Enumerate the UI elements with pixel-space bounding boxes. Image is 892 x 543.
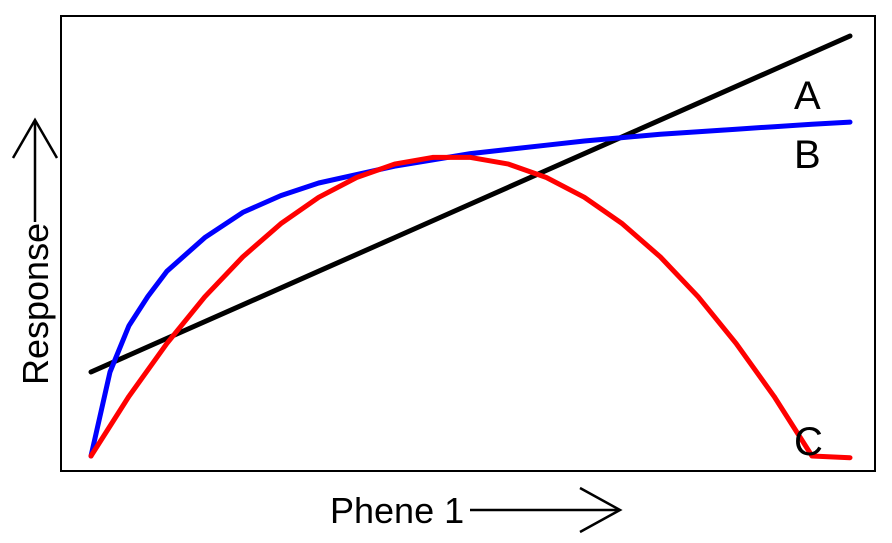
x-axis-arrow — [470, 486, 623, 534]
series-line-b — [88, 119, 853, 459]
curve-label-c: C — [794, 420, 823, 464]
plot-frame — [60, 15, 876, 472]
curve-label-b: B — [794, 133, 821, 177]
curve-label-a: A — [794, 74, 821, 118]
series-layer — [88, 33, 853, 461]
series-line-c — [88, 154, 853, 461]
series-line-a — [88, 33, 853, 375]
x-axis-title: Phene 1 — [330, 490, 464, 531]
y-axis-arrow — [11, 117, 59, 222]
y-axis-title: Response — [15, 223, 56, 385]
